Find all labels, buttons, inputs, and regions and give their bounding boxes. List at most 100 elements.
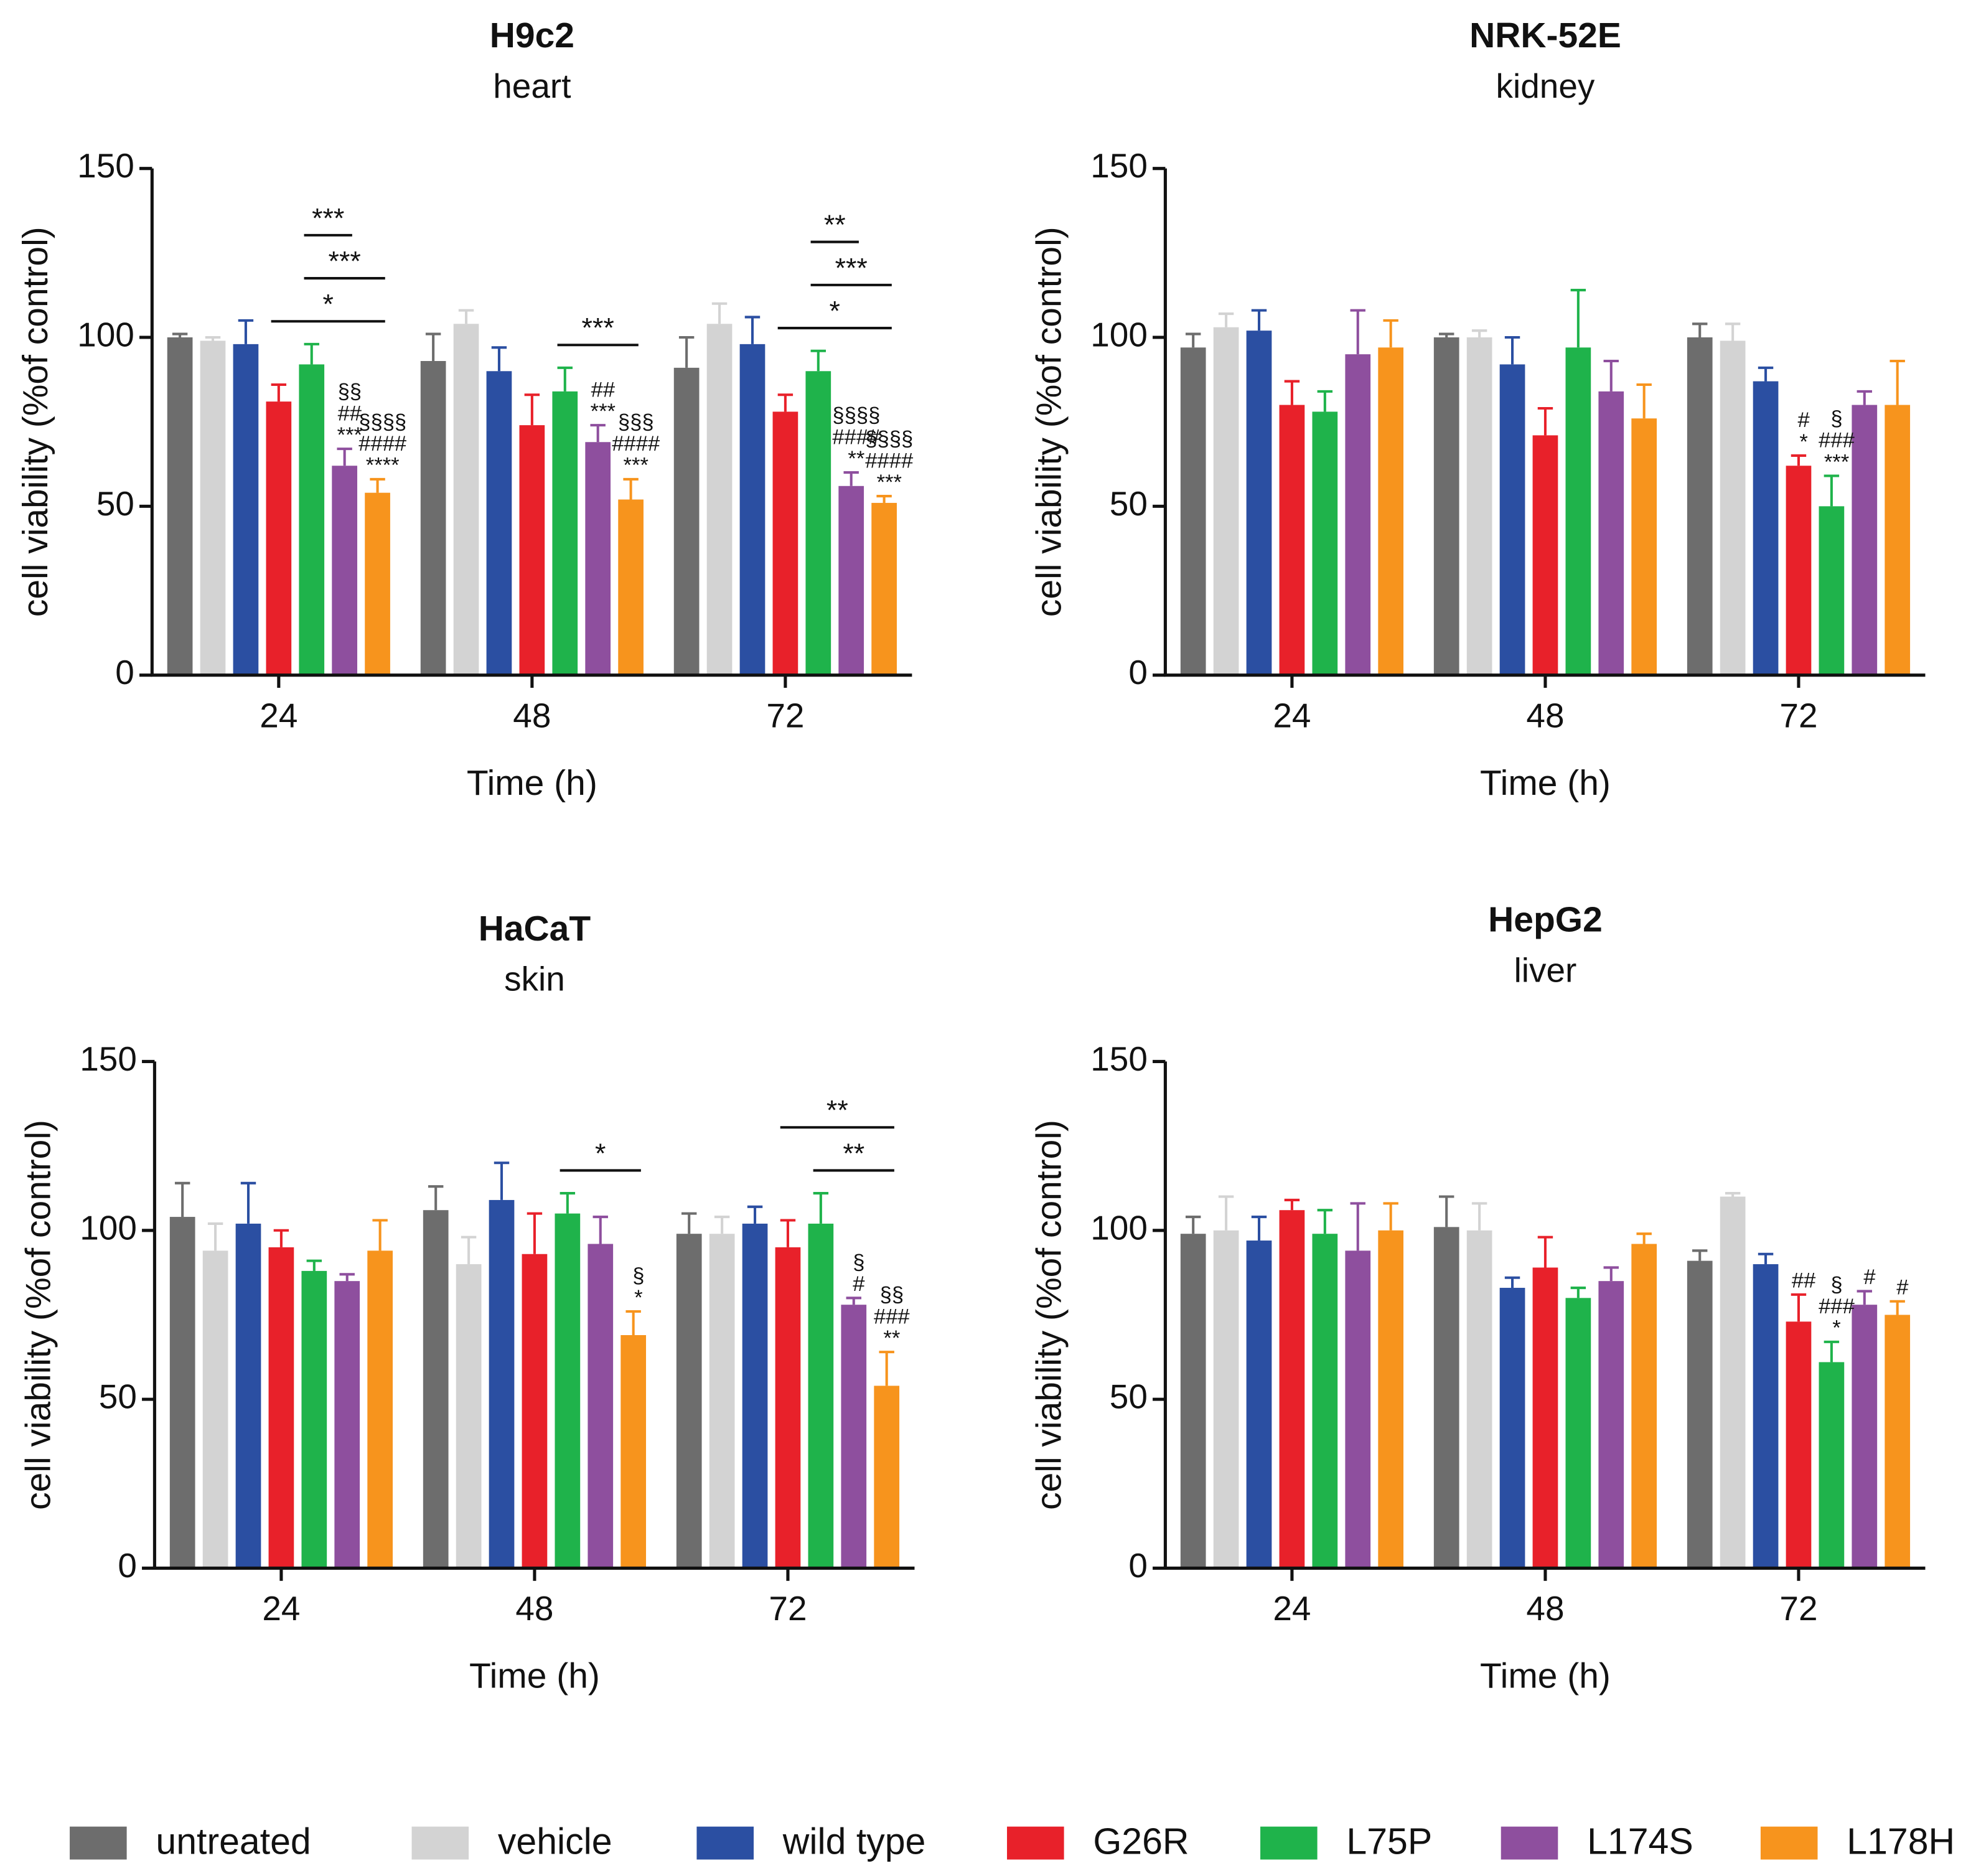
bar [1753,1264,1779,1569]
bar [1312,411,1338,675]
legend-swatch [696,1826,754,1860]
bar [453,324,479,675]
bar [489,1199,515,1569]
bar [519,425,545,675]
bar [1378,1230,1404,1569]
bar [1819,506,1845,675]
x-axis-label: Time (h) [1480,1656,1611,1696]
significance-label: ** [824,209,846,240]
significance-label: * [830,296,840,327]
x-tick-label: 24 [260,696,297,734]
x-tick-label: 24 [1273,696,1311,734]
bar [742,1223,768,1569]
significance-label: *** [329,245,361,276]
legend-label: untreated [156,1821,311,1862]
bar [706,324,733,675]
significance-label: #### [612,432,660,456]
bar [1499,364,1525,675]
bar [299,364,325,675]
x-tick-label: 24 [262,1589,300,1628]
bar [202,1250,228,1569]
bar [1312,1234,1338,1569]
x-tick-label: 48 [1526,696,1564,734]
bar [268,1247,294,1569]
significance-label: #### [865,449,914,472]
bar [588,1244,614,1569]
x-tick-label: 24 [1273,1589,1311,1628]
significance-label: ** [848,447,864,471]
bar [1631,418,1657,675]
significance-label: ** [843,1138,864,1169]
bar [420,361,446,675]
bar [676,1234,702,1569]
bar [552,391,578,675]
y-axis-label: cell viability (%of control) [1029,1120,1069,1510]
bar [1598,391,1624,675]
y-tick-label: 150 [77,146,134,185]
bar [301,1270,327,1569]
chart-title: HaCaT [479,909,591,949]
bar [673,367,700,675]
x-tick-label: 72 [1779,1589,1817,1628]
bar [618,499,644,675]
y-tick-label: 150 [80,1039,137,1078]
x-axis-label: Time (h) [1480,763,1611,803]
significance-label: # [1896,1276,1909,1300]
bar [1565,347,1591,675]
significance-label: * [1799,430,1807,454]
bar [874,1386,900,1569]
significance-label: # [853,1272,865,1296]
bar [1631,1244,1657,1569]
legend-label: wild type [782,1821,926,1862]
bar [1279,1210,1305,1569]
significance-label: *** [591,400,616,423]
bar [1378,347,1404,675]
y-tick-label: 0 [118,1546,137,1585]
x-tick-label: 72 [1779,696,1817,734]
x-tick-label: 72 [766,696,804,734]
bar [1786,466,1812,675]
bar [1720,1196,1746,1569]
bar [1499,1288,1525,1569]
bar [805,371,831,675]
chart-subtitle: kidney [1496,67,1595,105]
legend-label: L178H [1847,1821,1955,1862]
significance-label: *** [582,312,614,344]
bar [1466,337,1492,675]
y-tick-label: 50 [1110,484,1148,523]
bar [169,1217,195,1569]
significance-label: * [634,1286,642,1310]
bar [1565,1298,1591,1569]
significance-label: § [1830,1273,1842,1297]
bar [1279,405,1305,675]
y-tick-label: 50 [99,1377,137,1416]
bar [772,411,798,675]
significance-label: *** [337,423,362,447]
significance-label: #### [832,425,881,449]
bar [1246,331,1272,675]
significance-label: * [595,1138,606,1169]
bar [1345,354,1371,675]
bar [841,1305,867,1569]
significance-label: *** [877,471,902,494]
bar [456,1264,482,1569]
x-tick-label: 48 [1526,1589,1564,1628]
significance-label: # [1863,1265,1876,1289]
x-tick-label: 48 [515,1589,553,1628]
bar [266,401,292,675]
bar [1180,1234,1206,1569]
bar [555,1213,581,1569]
chart-title: HepG2 [1488,900,1603,940]
y-tick-label: 0 [1128,653,1148,692]
y-tick-label: 0 [115,653,134,692]
bar [808,1223,834,1569]
x-tick-label: 72 [769,1589,807,1628]
bar [1213,327,1239,675]
legend-label: G26R [1093,1821,1189,1862]
bar [1885,1315,1911,1569]
chart-subtitle: heart [493,67,571,105]
significance-label: **** [366,454,400,477]
significance-label: § [1830,407,1842,431]
significance-label: * [322,289,333,320]
bar [739,344,766,675]
